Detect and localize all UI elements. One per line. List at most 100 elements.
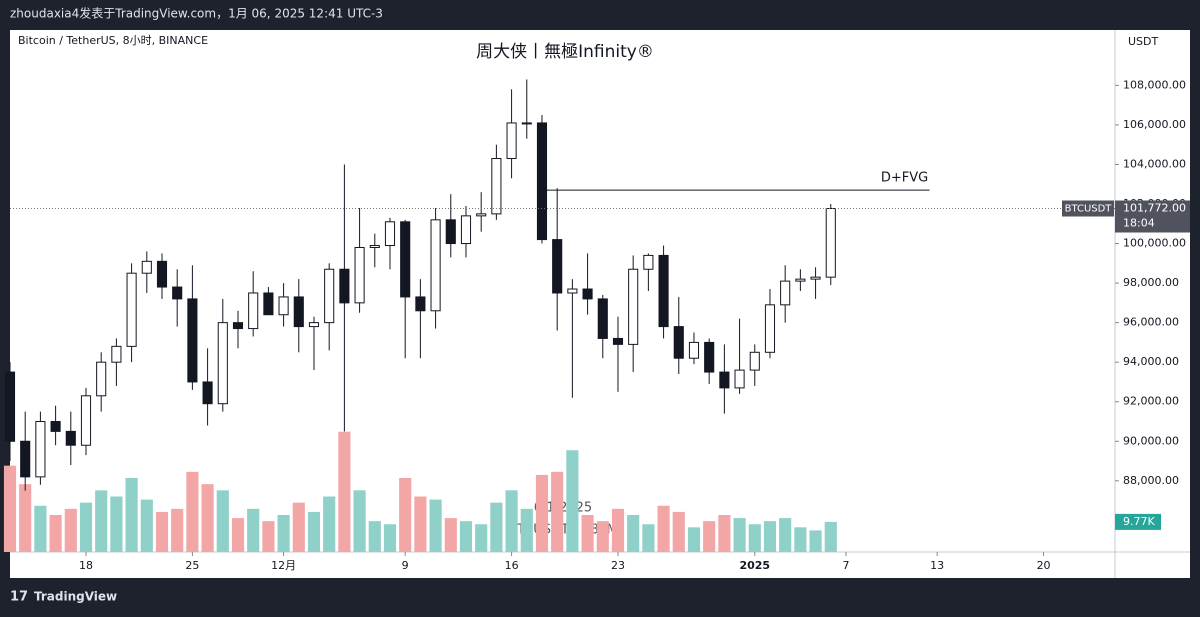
- volume-bar: [201, 484, 214, 552]
- candle-body: [20, 440, 31, 478]
- volume-bar: [611, 508, 625, 552]
- volume-bar: [399, 478, 412, 552]
- candle-body: [430, 219, 441, 312]
- volume-bar: [79, 502, 93, 552]
- candle-body: [293, 296, 304, 328]
- last-price-label: 101,772.00: [1123, 202, 1186, 215]
- footer-logo: 17: [10, 590, 28, 605]
- volume-bar: [140, 499, 153, 552]
- volume-bar: [459, 521, 473, 552]
- volume-bar: [414, 496, 427, 552]
- candle-body: [111, 345, 122, 363]
- volume-bar: [687, 527, 701, 552]
- volume-bar: [657, 505, 670, 552]
- candle-body: [80, 395, 92, 446]
- fvg-label: D+FVG: [881, 171, 928, 186]
- volume-bar: [718, 515, 731, 552]
- last-symbol: BTCUSDT: [1065, 204, 1113, 215]
- x-tick-label: 2025: [739, 559, 770, 572]
- candle-body: [400, 221, 411, 298]
- volume-bar: [186, 471, 199, 552]
- candle-body: [369, 245, 380, 248]
- candle-body: [156, 260, 168, 288]
- candle-body: [673, 326, 684, 359]
- volume-bar: [110, 496, 123, 552]
- x-tick-label: 7: [842, 559, 849, 572]
- y-tick-label: 108,000.00: [1123, 78, 1186, 91]
- volume-bar: [323, 496, 336, 552]
- candle-body: [308, 322, 320, 328]
- volume-bar: [64, 508, 77, 552]
- volume-bar: [733, 518, 746, 552]
- volume-bar: [809, 530, 822, 552]
- volume-bar: [566, 450, 579, 552]
- volume-bar: [444, 518, 457, 552]
- volume-bar: [505, 490, 518, 552]
- candle-body: [172, 286, 183, 300]
- volume-bar: [34, 505, 47, 552]
- volume-bar: [231, 518, 245, 552]
- currency: USDT: [1128, 35, 1159, 48]
- volume-bar: [383, 524, 397, 552]
- candle-body: [50, 421, 61, 432]
- candle-body: [719, 371, 730, 389]
- candle-body: [552, 239, 563, 294]
- volume-bar: [596, 521, 609, 552]
- y-tick-label: 106,000.00: [1123, 118, 1186, 131]
- volume-bar: [794, 527, 807, 552]
- y-tick-label: 94,000.00: [1123, 355, 1179, 368]
- footer-brand: TradingView: [34, 590, 117, 604]
- candle-body: [749, 351, 760, 371]
- candle-body: [354, 247, 365, 304]
- x-tick-label: 25: [185, 559, 199, 572]
- volume-bar: [703, 521, 716, 552]
- volume-bar: [368, 521, 381, 552]
- volume-bar: [475, 524, 488, 552]
- volume-bar: [353, 490, 366, 552]
- volume-bar: [216, 490, 229, 552]
- y-tick-label: 96,000.00: [1123, 316, 1179, 329]
- volume-bar: [262, 521, 275, 552]
- candle-body: [506, 122, 517, 160]
- candle-body: [445, 219, 456, 245]
- last-price-box: [1115, 200, 1190, 233]
- candle-body: [491, 158, 502, 215]
- candle-body: [764, 304, 776, 353]
- y-tick-label: 88,000.00: [1123, 474, 1179, 487]
- candle-body: [734, 369, 745, 389]
- x-tick-label: 12月: [271, 559, 296, 572]
- x-tick-label: 13: [930, 559, 944, 572]
- y-tick-label: 92,000.00: [1123, 395, 1179, 408]
- author-line: zhoudaxia4发表于TradingView.com，1月 06, 2025…: [10, 6, 383, 21]
- candle-body: [658, 254, 669, 328]
- volume-bar: [490, 502, 503, 552]
- chart-title: 周大侠丨無極Infinity®: [476, 42, 654, 62]
- candle-body: [597, 298, 608, 339]
- countdown: 18:04: [1123, 217, 1155, 230]
- volume-bar: [49, 515, 62, 552]
- candle-body: [643, 254, 654, 270]
- volume-bar: [748, 524, 761, 552]
- volume-bar: [307, 511, 321, 552]
- volume-bar: [155, 511, 169, 552]
- candle-body: [536, 122, 548, 241]
- candle-body: [688, 341, 700, 359]
- candle-body: [795, 278, 806, 282]
- candle-body: [96, 361, 107, 397]
- last-symbol-box: [1062, 200, 1114, 217]
- candle-body: [187, 298, 198, 383]
- candle-body: [278, 296, 289, 316]
- candle-body: [810, 276, 821, 280]
- volume-bar: [429, 499, 442, 552]
- volume-bar: [3, 465, 17, 552]
- volume-bar: [292, 502, 305, 552]
- candle-body: [628, 268, 639, 345]
- candle-body: [126, 272, 137, 347]
- candle-body: [415, 296, 426, 312]
- volume-bar: [125, 478, 138, 552]
- x-tick-label: 20: [1037, 559, 1051, 572]
- volume-bar: [581, 515, 594, 552]
- volume-bar: [627, 515, 640, 552]
- volume-bar: [763, 521, 777, 552]
- candle-body: [582, 288, 593, 300]
